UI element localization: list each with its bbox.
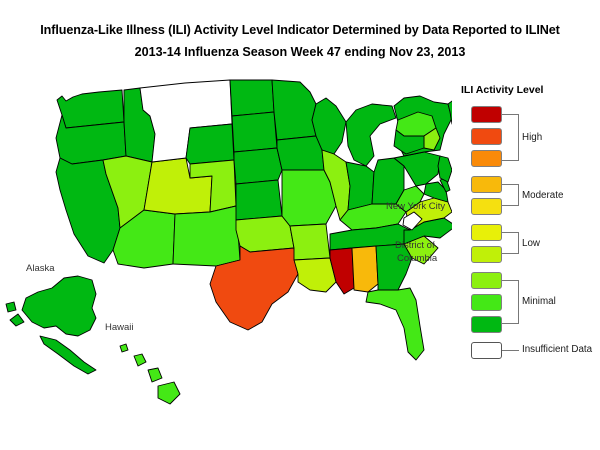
state-kansas[interactable] [235, 179, 283, 221]
state-washington[interactable] [56, 89, 125, 129]
state-louisiana[interactable] [293, 257, 337, 293]
title-line-1: Influenza-Like Illness (ILI) Activity Le… [40, 23, 560, 37]
state-mississippi[interactable] [329, 247, 355, 295]
state-connecticut-inset[interactable] [393, 129, 425, 155]
state-ohio[interactable] [371, 157, 405, 205]
state-michigan[interactable] [345, 103, 397, 167]
legend-title: ILI Activity Level [461, 84, 544, 96]
state-new-mexico[interactable] [172, 205, 241, 267]
legend-swatch-1[interactable] [471, 128, 502, 145]
state-oklahoma[interactable] [235, 215, 295, 253]
legend-bracket-minimal [502, 280, 519, 324]
state-nebraska[interactable] [233, 147, 283, 185]
state-iowa[interactable] [276, 135, 325, 171]
legend-label-low: Low [522, 238, 540, 249]
legend-swatch-4[interactable] [471, 198, 502, 215]
state-new-jersey[interactable] [437, 155, 452, 183]
legend-label-moderate: Moderate [522, 190, 564, 201]
state-wyoming[interactable] [185, 123, 235, 165]
state-alaska[interactable] [5, 275, 97, 375]
state-vermont[interactable] [447, 98, 452, 125]
title-line-2: 2013-14 Influenza Season Week 47 ending … [134, 45, 466, 59]
district-of-columbia-label-line1: District of [395, 240, 435, 251]
legend-bracket-high [502, 114, 519, 161]
legend-swatch-insufficient[interactable] [471, 342, 502, 359]
legend-swatch-0[interactable] [471, 106, 502, 123]
region-district-of-columbia[interactable] [402, 211, 423, 231]
state-minnesota[interactable] [271, 79, 317, 141]
legend-bracket-low [502, 232, 519, 254]
state-texas[interactable] [209, 245, 299, 331]
state-north-dakota[interactable] [229, 79, 275, 117]
legend-bracket-insufficient [502, 350, 519, 351]
legend-swatch-2[interactable] [471, 150, 502, 167]
legend-swatch-8[interactable] [471, 294, 502, 311]
legend-swatch-7[interactable] [471, 272, 502, 289]
legend-swatch-9[interactable] [471, 316, 502, 333]
legend-label-minimal: Minimal [522, 296, 556, 307]
legend-swatch-6[interactable] [471, 246, 502, 263]
alaska-label: Alaska [26, 263, 55, 274]
legend-bracket-moderate [502, 184, 519, 206]
state-hawaii[interactable] [119, 343, 181, 405]
new-york-city-label: New York City [386, 201, 445, 212]
state-alabama[interactable] [351, 245, 379, 293]
state-wisconsin[interactable] [311, 97, 347, 155]
state-florida[interactable] [365, 287, 425, 361]
state-indiana[interactable] [345, 161, 375, 211]
page-title: Influenza-Like Illness (ILI) Activity Le… [0, 22, 600, 61]
us-choropleth-map: Alaska Hawaii New York City District of … [0, 78, 452, 418]
state-pennsylvania[interactable] [393, 151, 441, 187]
hawaii-label: Hawaii [105, 322, 134, 333]
legend-label-insufficient-data: Insufficient Data [522, 344, 593, 355]
legend: ILI Activity Level High Moderate Low Min… [452, 78, 600, 359]
district-of-columbia-label-line2: Columbia [397, 253, 438, 264]
legend-swatch-3[interactable] [471, 176, 502, 193]
legend-label-high: High [522, 132, 543, 143]
state-south-dakota[interactable] [231, 111, 278, 153]
legend-swatch-5[interactable] [471, 224, 502, 241]
state-arkansas[interactable] [289, 223, 331, 261]
